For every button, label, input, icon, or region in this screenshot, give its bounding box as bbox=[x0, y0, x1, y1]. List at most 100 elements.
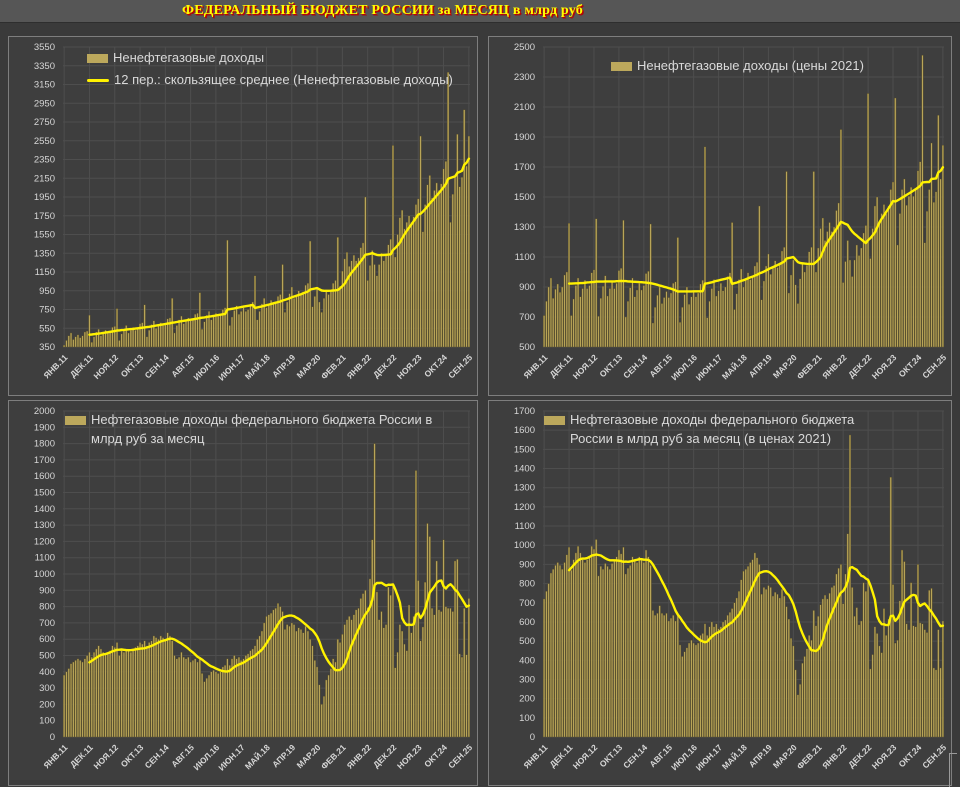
svg-text:ОКТ.24: ОКТ.24 bbox=[896, 352, 923, 379]
svg-text:1500: 1500 bbox=[514, 192, 535, 203]
svg-text:ЯНВ.11: ЯНВ.11 bbox=[521, 352, 549, 380]
svg-text:ДЕК.11: ДЕК.11 bbox=[547, 742, 574, 769]
svg-text:МАЙ.18: МАЙ.18 bbox=[719, 741, 749, 771]
legend-oilgas-nominal: Нефтегазовые доходы федерального бюджета… bbox=[65, 411, 463, 452]
svg-text:0: 0 bbox=[530, 732, 535, 743]
svg-text:600: 600 bbox=[39, 634, 55, 645]
svg-text:400: 400 bbox=[39, 667, 55, 678]
svg-text:НОЯ.12: НОЯ.12 bbox=[91, 742, 120, 771]
svg-text:ИЮЛ.16: ИЮЛ.16 bbox=[191, 352, 221, 382]
svg-text:2550: 2550 bbox=[34, 136, 55, 147]
line-swatch-icon bbox=[87, 78, 109, 82]
svg-text:ЯНВ.22: ЯНВ.22 bbox=[820, 742, 849, 771]
svg-text:ИЮН.17: ИЮН.17 bbox=[694, 742, 724, 772]
legend-oilgas-real2021: Нефтегазовые доходы федерального бюджета… bbox=[544, 411, 896, 452]
svg-text:ИЮН.17: ИЮН.17 bbox=[216, 742, 246, 772]
svg-text:1000: 1000 bbox=[514, 540, 535, 551]
legend-item-moving-average: 12 пер.: скользящее среднее (Ненефтегазо… bbox=[87, 71, 453, 90]
svg-text:ОКТ.13: ОКТ.13 bbox=[597, 352, 624, 379]
page-title: ФЕДЕРАЛЬНЫЙ БЮДЖЕТ РОССИИ за МЕСЯЦ в млр… bbox=[182, 3, 583, 18]
svg-text:ЯНВ.22: ЯНВ.22 bbox=[345, 742, 374, 771]
svg-text:2000: 2000 bbox=[34, 406, 55, 417]
svg-text:200: 200 bbox=[519, 694, 535, 705]
svg-text:СЕН.14: СЕН.14 bbox=[621, 352, 649, 380]
chart-canvas-nonoilgas-real2021: 500 700 900 1100 1300 1500 1700 1900 2100 2300 250… bbox=[514, 42, 949, 383]
svg-text:1100: 1100 bbox=[35, 553, 55, 564]
svg-text:ДЕК.11: ДЕК.11 bbox=[68, 352, 95, 379]
svg-text:ОКТ.13: ОКТ.13 bbox=[119, 352, 146, 379]
legend-item-bars: Ненефтегазовые доходы bbox=[87, 49, 453, 68]
svg-text:1700: 1700 bbox=[34, 455, 55, 466]
svg-text:АПР.19: АПР.19 bbox=[270, 352, 297, 379]
svg-text:ФЕВ.21: ФЕВ.21 bbox=[795, 352, 824, 381]
svg-text:100: 100 bbox=[519, 713, 535, 724]
chart-canvas-nonoilgas-nominal: 350 550 750 950 1150 1350 1550 1750 1950 2150 2350… bbox=[34, 42, 475, 383]
svg-text:100: 100 bbox=[39, 716, 55, 727]
svg-text:900: 900 bbox=[519, 282, 535, 293]
svg-text:550: 550 bbox=[39, 323, 55, 334]
svg-text:2500: 2500 bbox=[514, 42, 535, 53]
svg-text:ФЕВ.21: ФЕВ.21 bbox=[795, 742, 824, 771]
svg-text:1300: 1300 bbox=[514, 483, 535, 494]
svg-text:1600: 1600 bbox=[34, 471, 55, 482]
svg-text:ОКТ.24: ОКТ.24 bbox=[422, 742, 449, 769]
svg-text:3150: 3150 bbox=[34, 80, 55, 91]
svg-text:НОЯ.23: НОЯ.23 bbox=[395, 742, 424, 771]
chart-panel-nonoilgas-nominal: 350 550 750 950 1150 1350 1550 1750 1950 2150 2350… bbox=[8, 36, 478, 396]
bar-swatch-icon bbox=[65, 416, 86, 425]
svg-text:2100: 2100 bbox=[514, 102, 535, 113]
svg-text:МАЙ.18: МАЙ.18 bbox=[242, 741, 272, 771]
svg-text:2950: 2950 bbox=[34, 98, 55, 109]
svg-text:ИЮН.17: ИЮН.17 bbox=[216, 352, 246, 382]
svg-text:300: 300 bbox=[39, 683, 55, 694]
svg-text:1950: 1950 bbox=[34, 192, 55, 203]
svg-text:1150: 1150 bbox=[35, 267, 55, 278]
svg-text:700: 700 bbox=[39, 618, 55, 629]
legend-label: Нефтегазовые доходы федерального бюджета… bbox=[570, 412, 855, 446]
svg-text:СЕН.25: СЕН.25 bbox=[446, 742, 474, 770]
svg-text:200: 200 bbox=[39, 699, 55, 710]
scrollbar-fragment[interactable] bbox=[949, 753, 957, 787]
svg-text:ДЕК.11: ДЕК.11 bbox=[547, 352, 574, 379]
chart-panel-oilgas-nominal: 0 100 200 300 400 500 600 700 800 900 1000 1100 1200… bbox=[8, 400, 478, 786]
svg-text:СЕН.25: СЕН.25 bbox=[920, 352, 948, 380]
chart-panel-nonoilgas-real2021: 500 700 900 1100 1300 1500 1700 1900 2100 2300 250… bbox=[488, 36, 952, 396]
svg-text:МАЙ.18: МАЙ.18 bbox=[242, 351, 272, 381]
svg-text:МАР.20: МАР.20 bbox=[771, 352, 799, 380]
bar-swatch-icon bbox=[611, 62, 632, 71]
svg-text:ФЕВ.21: ФЕВ.21 bbox=[319, 742, 348, 771]
svg-text:1100: 1100 bbox=[515, 252, 535, 263]
legend-nonoilgas-real2021: Ненефтегазовые доходы (цены 2021) bbox=[611, 57, 864, 79]
legend-label: Нефтегазовые доходы федерального бюджета… bbox=[91, 412, 433, 446]
svg-text:1350: 1350 bbox=[34, 248, 55, 259]
svg-text:800: 800 bbox=[39, 602, 55, 613]
svg-text:400: 400 bbox=[519, 655, 535, 666]
svg-text:350: 350 bbox=[39, 342, 55, 353]
svg-text:АПР.19: АПР.19 bbox=[747, 742, 774, 769]
svg-text:МАР.20: МАР.20 bbox=[771, 742, 799, 770]
svg-text:1200: 1200 bbox=[514, 502, 535, 513]
svg-text:2750: 2750 bbox=[34, 117, 55, 128]
chart-panel-oilgas-real2021: 0 100 200 300 400 500 600 700 800 900 1000 1100 1200… bbox=[488, 400, 952, 786]
svg-text:500: 500 bbox=[519, 342, 535, 353]
svg-text:СЕН.25: СЕН.25 bbox=[920, 742, 948, 770]
legend-item-bars: Нефтегазовые доходы федерального бюджета… bbox=[65, 411, 463, 449]
bar-swatch-icon bbox=[544, 416, 565, 425]
svg-text:1900: 1900 bbox=[514, 132, 535, 143]
legend-label: 12 пер.: скользящее среднее (Ненефтегазо… bbox=[114, 71, 453, 87]
svg-text:500: 500 bbox=[519, 636, 535, 647]
svg-text:ОКТ.24: ОКТ.24 bbox=[896, 742, 923, 769]
svg-text:1000: 1000 bbox=[34, 569, 55, 580]
svg-text:НОЯ.23: НОЯ.23 bbox=[870, 742, 899, 771]
svg-text:500: 500 bbox=[39, 651, 55, 662]
svg-text:МАР.20: МАР.20 bbox=[295, 742, 323, 770]
svg-text:800: 800 bbox=[519, 579, 535, 590]
svg-text:750: 750 bbox=[39, 305, 55, 316]
svg-text:1500: 1500 bbox=[514, 444, 535, 455]
legend-label: Ненефтегазовые доходы (цены 2021) bbox=[637, 58, 864, 73]
chart-canvas-oilgas-nominal: 0 100 200 300 400 500 600 700 800 900 1000 1100 1200… bbox=[34, 406, 475, 773]
svg-text:0: 0 bbox=[50, 732, 55, 743]
svg-text:700: 700 bbox=[519, 312, 535, 323]
svg-text:ЯНВ.11: ЯНВ.11 bbox=[41, 352, 69, 380]
svg-text:1900: 1900 bbox=[34, 422, 55, 433]
